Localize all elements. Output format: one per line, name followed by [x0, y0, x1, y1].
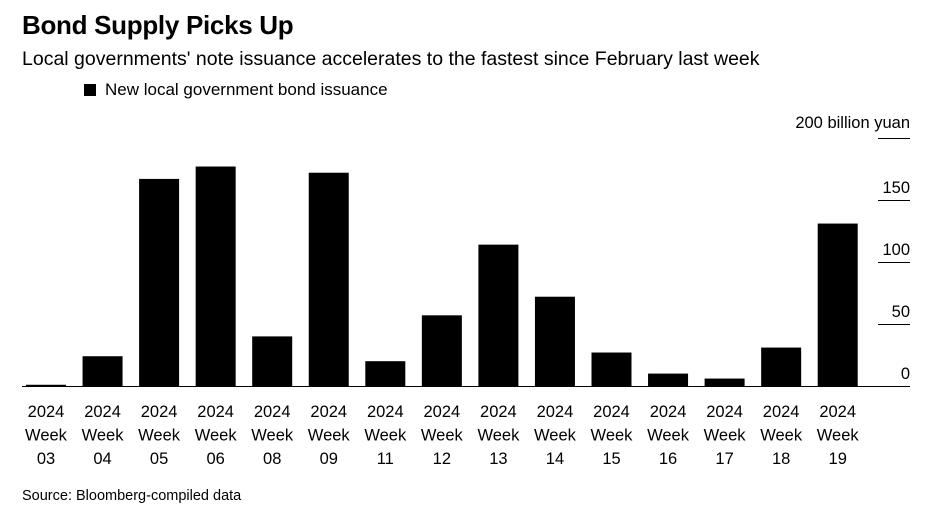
- legend: New local government bond issuance: [84, 80, 388, 100]
- x-tick-label: Week: [421, 427, 464, 445]
- bar: [252, 336, 293, 386]
- bar: [421, 315, 462, 386]
- x-tick-label: 2024: [84, 403, 121, 421]
- bar: [26, 384, 66, 386]
- x-tick-label: 03: [37, 450, 55, 468]
- x-tick-label: Week: [308, 427, 351, 445]
- x-tick-label: Week: [704, 427, 747, 445]
- x-tick-label: 09: [320, 450, 338, 468]
- x-tick-label: 2024: [819, 403, 856, 421]
- x-tick-label: 2024: [367, 403, 404, 421]
- x-tick-label: Week: [138, 427, 181, 445]
- x-tick-label: Week: [82, 427, 125, 445]
- y-tick-label: 100: [882, 241, 910, 259]
- y-tick-label: 50: [892, 303, 910, 321]
- x-tick-label: 12: [433, 450, 451, 468]
- x-tick-label: Week: [25, 427, 68, 445]
- x-tick-label: Week: [477, 427, 520, 445]
- bar: [478, 244, 519, 386]
- x-tick-label: 13: [489, 450, 507, 468]
- x-tick-label: 18: [772, 450, 790, 468]
- x-tick-label: 2024: [423, 403, 460, 421]
- x-tick-label: 2024: [310, 403, 347, 421]
- x-tick-label: 08: [263, 450, 281, 468]
- legend-swatch: [84, 84, 96, 96]
- x-tick-label: 17: [715, 450, 733, 468]
- x-tick-label: 2024: [197, 403, 234, 421]
- x-tick-label: Week: [195, 427, 238, 445]
- y-tick-label: 150: [882, 179, 910, 197]
- x-tick-label: Week: [591, 427, 634, 445]
- x-tick-label: 2024: [141, 403, 178, 421]
- x-tick-label: 2024: [593, 403, 630, 421]
- x-tick-label: Week: [647, 427, 690, 445]
- x-tick-label: Week: [364, 427, 407, 445]
- x-tick-label: Week: [817, 427, 860, 445]
- bar: [139, 178, 180, 386]
- x-tick-label: 2024: [537, 403, 574, 421]
- y-axis-label: 200 billion yuan: [795, 114, 910, 132]
- bar: [761, 347, 802, 386]
- x-tick-label: 19: [829, 450, 847, 468]
- x-tick-label: 04: [93, 450, 111, 468]
- bar: [534, 296, 575, 386]
- source-note: Source: Bloomberg-compiled data: [22, 488, 242, 504]
- chart-subtitle: Local governments' note issuance acceler…: [22, 48, 760, 70]
- x-tick-label: 11: [377, 450, 394, 468]
- x-tick-label: 14: [546, 450, 564, 468]
- x-tick-label: 2024: [763, 403, 800, 421]
- x-tick-label: Week: [534, 427, 577, 445]
- x-tick-label: 2024: [480, 403, 517, 421]
- x-tick-label: 2024: [28, 403, 65, 421]
- x-tick-label: 16: [659, 450, 677, 468]
- legend-label: New local government bond issuance: [105, 80, 388, 99]
- chart-title: Bond Supply Picks Up: [22, 10, 294, 40]
- bar: [704, 378, 745, 386]
- bar: [308, 172, 349, 386]
- bar: [817, 223, 858, 386]
- bar: [195, 166, 236, 386]
- x-tick-label: 05: [150, 450, 168, 468]
- x-tick-label: 2024: [650, 403, 687, 421]
- x-tick-label: 2024: [254, 403, 291, 421]
- x-tick-label: 2024: [706, 403, 743, 421]
- x-tick-label: Week: [251, 427, 294, 445]
- bar: [648, 373, 689, 386]
- bar: [82, 356, 123, 386]
- x-tick-label: 15: [602, 450, 620, 468]
- bar: [365, 361, 406, 386]
- bar: [591, 352, 632, 386]
- x-tick-label: Week: [760, 427, 803, 445]
- y-tick-label: 0: [901, 365, 910, 383]
- x-tick-label: 06: [206, 450, 224, 468]
